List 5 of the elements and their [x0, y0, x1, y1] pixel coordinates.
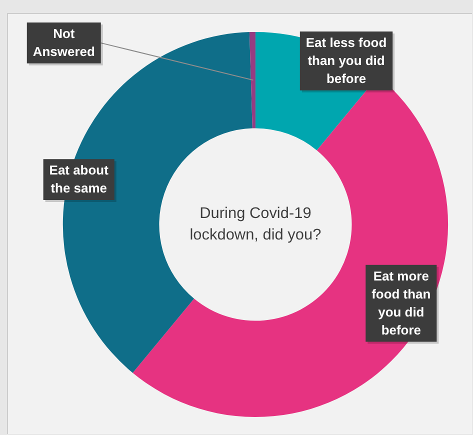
slice-label: Not Answered	[32, 26, 95, 59]
text: During Covid-19 lockdown, did you?	[190, 204, 322, 244]
slice-label: Eat more food than you did before	[372, 268, 431, 338]
slice-label: Eat less food than you did before	[306, 35, 387, 86]
slice-label: Eat about the same	[49, 162, 110, 196]
